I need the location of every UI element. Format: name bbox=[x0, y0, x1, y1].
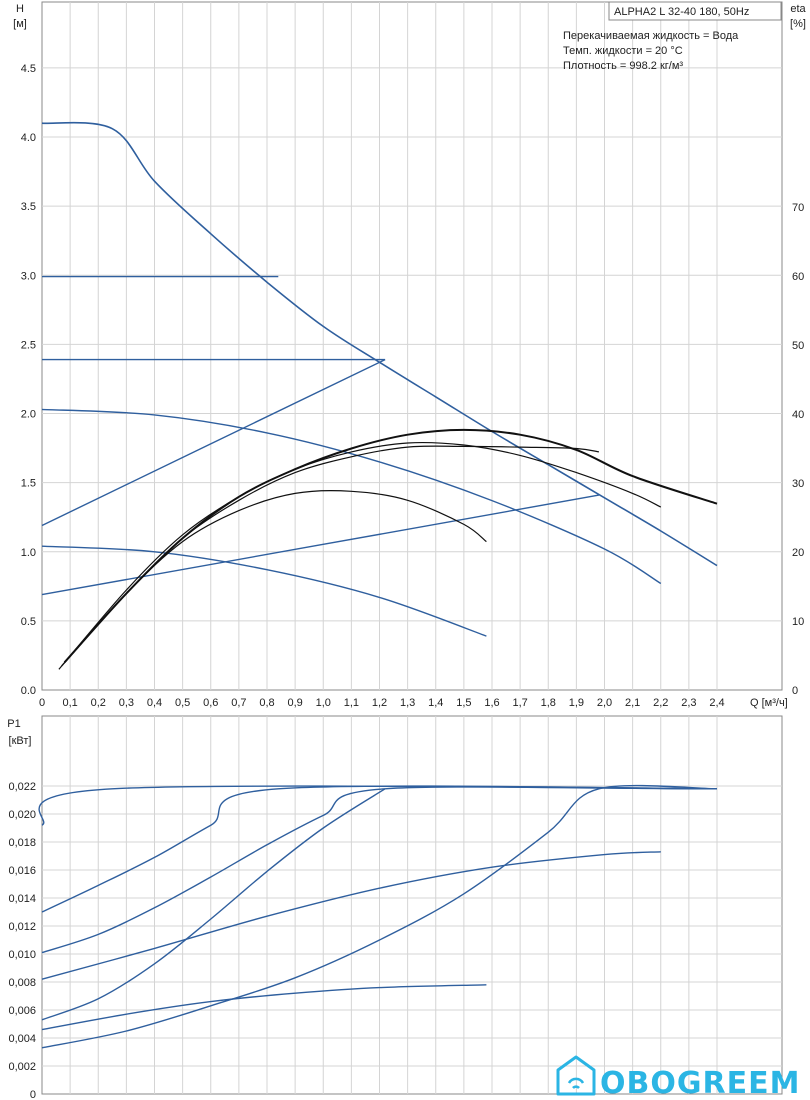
info-line-liquid: Перекачиваемая жидкость = Вода bbox=[563, 30, 739, 42]
head-curve bbox=[41, 408, 662, 585]
power-curve bbox=[41, 788, 386, 1021]
x-tick-label: 1,0 bbox=[316, 697, 331, 709]
x-tick-label: 0,4 bbox=[147, 697, 162, 709]
y2-tick-label: 0 bbox=[792, 685, 798, 697]
x-tick-label: 1,7 bbox=[512, 697, 527, 709]
y-tick-label: 0.0 bbox=[21, 685, 36, 697]
y-tick-label: 1.0 bbox=[21, 547, 36, 559]
y2-tick-label: 10 bbox=[792, 616, 804, 628]
x-tick-label: 2,4 bbox=[709, 697, 724, 709]
y2-tick-label: 60 bbox=[792, 271, 804, 283]
power-curve bbox=[41, 984, 487, 1031]
y2-axis-unit: [%] bbox=[790, 18, 806, 30]
logo-text: OBOGREEM bbox=[600, 1066, 800, 1100]
power-chart: 0 0,002 0,004 0,006 0,008 0,010 0,012 0,014 0,01… bbox=[7, 715, 783, 1100]
y-tick-label: 0 bbox=[30, 1089, 36, 1100]
x-tick-label: 1,3 bbox=[400, 697, 415, 709]
x-tick-label: 0,9 bbox=[287, 697, 302, 709]
power-curve bbox=[41, 784, 718, 1049]
y2-tick-label: 50 bbox=[792, 340, 804, 352]
x-tick-label: 2,1 bbox=[625, 697, 640, 709]
x-tick-label: 2,2 bbox=[653, 697, 668, 709]
eta-curve bbox=[58, 441, 662, 670]
x-tick-label: 0 bbox=[39, 697, 45, 709]
y2-tick-label: 30 bbox=[792, 478, 804, 490]
x-tick-label: 1,8 bbox=[541, 697, 556, 709]
x-tick-label: 0,2 bbox=[91, 697, 106, 709]
power-curve bbox=[38, 785, 718, 826]
x-tick-label: 1,1 bbox=[344, 697, 359, 709]
info-line-temp: Темп. жидкости = 20 °C bbox=[563, 45, 683, 57]
power-plot-frame bbox=[41, 715, 783, 1095]
y-tick-label: 1.5 bbox=[21, 478, 36, 490]
y-tick-label: 0,006 bbox=[8, 1005, 36, 1017]
y-tick-label: 0,008 bbox=[8, 977, 36, 989]
x-tick-label: 2,0 bbox=[597, 697, 612, 709]
title-box-frame bbox=[608, 1, 782, 21]
x-tick-label: 1,9 bbox=[569, 697, 584, 709]
y-tick-label: 3.5 bbox=[21, 201, 36, 213]
y-tick-label: 0,010 bbox=[8, 949, 36, 961]
head-chart: 0 0,1 0,2 0,3 0,4 0,5 0,6 0,7 0,8 0,9 1,0 1,1 1,2 1,3… bbox=[13, 1, 807, 709]
eta-curve bbox=[61, 489, 487, 667]
x-axis-title: Q [м³/ч] bbox=[750, 697, 788, 709]
y-tick-label: 0,022 bbox=[8, 781, 36, 793]
x-tick-label: 0,3 bbox=[119, 697, 134, 709]
y-tick-label: 2.0 bbox=[21, 409, 36, 421]
y2-axis-title: eta bbox=[790, 3, 806, 15]
y-tick-label: 4.0 bbox=[21, 132, 36, 144]
y-tick-label: 0,002 bbox=[8, 1061, 36, 1073]
y2-tick-label: 70 bbox=[792, 202, 804, 214]
y-axis-unit: [м] bbox=[13, 18, 27, 30]
info-panel: ALPHA2 L 32-40 180, 50Hz Перекачиваемая … bbox=[563, 1, 782, 72]
x-tick-label: 1,2 bbox=[372, 697, 387, 709]
y-tick-label: 0,018 bbox=[8, 837, 36, 849]
y-tick-label: 0,016 bbox=[8, 865, 36, 877]
obogreem-logo: OBOGREEM bbox=[556, 1055, 800, 1100]
x-tick-label: 0,5 bbox=[175, 697, 190, 709]
info-line-density: Плотность = 998.2 кг/м³ bbox=[563, 60, 683, 72]
power-curve bbox=[41, 851, 661, 980]
y-tick-label: 0,012 bbox=[8, 921, 36, 933]
power-axis-title: P1 bbox=[7, 718, 20, 730]
y-tick-label: 0,020 bbox=[8, 809, 36, 821]
eta-curve bbox=[61, 445, 599, 667]
house-wifi-icon bbox=[556, 1055, 596, 1096]
x-tick-label: 0,6 bbox=[203, 697, 218, 709]
head-curve bbox=[41, 358, 386, 527]
y-tick-label: 0.5 bbox=[21, 616, 36, 628]
y-tick-label: 4.5 bbox=[21, 63, 36, 75]
x-tick-label: 0,1 bbox=[62, 697, 77, 709]
y-tick-label: 0,014 bbox=[8, 893, 36, 905]
title-box: ALPHA2 L 32-40 180, 50Hz bbox=[614, 6, 749, 18]
y-tick-label: 3.0 bbox=[21, 270, 36, 282]
x-tick-label: 0,8 bbox=[259, 697, 274, 709]
x-tick-label: 1,6 bbox=[484, 697, 499, 709]
y-tick-label: 2.5 bbox=[21, 339, 36, 351]
power-curve bbox=[41, 786, 718, 954]
y2-tick-label: 40 bbox=[792, 409, 804, 421]
power-axis-unit: [кВт] bbox=[9, 735, 32, 747]
head-plot-frame bbox=[41, 1, 783, 691]
x-tick-label: 1,4 bbox=[428, 697, 443, 709]
y-axis-title: H bbox=[16, 3, 24, 15]
y-tick-label: 0,004 bbox=[8, 1033, 36, 1045]
y2-tick-label: 20 bbox=[792, 547, 804, 559]
x-tick-label: 2,3 bbox=[681, 697, 696, 709]
head-curve bbox=[41, 545, 487, 637]
x-tick-label: 1,5 bbox=[456, 697, 471, 709]
head-curve bbox=[41, 494, 600, 596]
x-tick-label: 0,7 bbox=[231, 697, 246, 709]
